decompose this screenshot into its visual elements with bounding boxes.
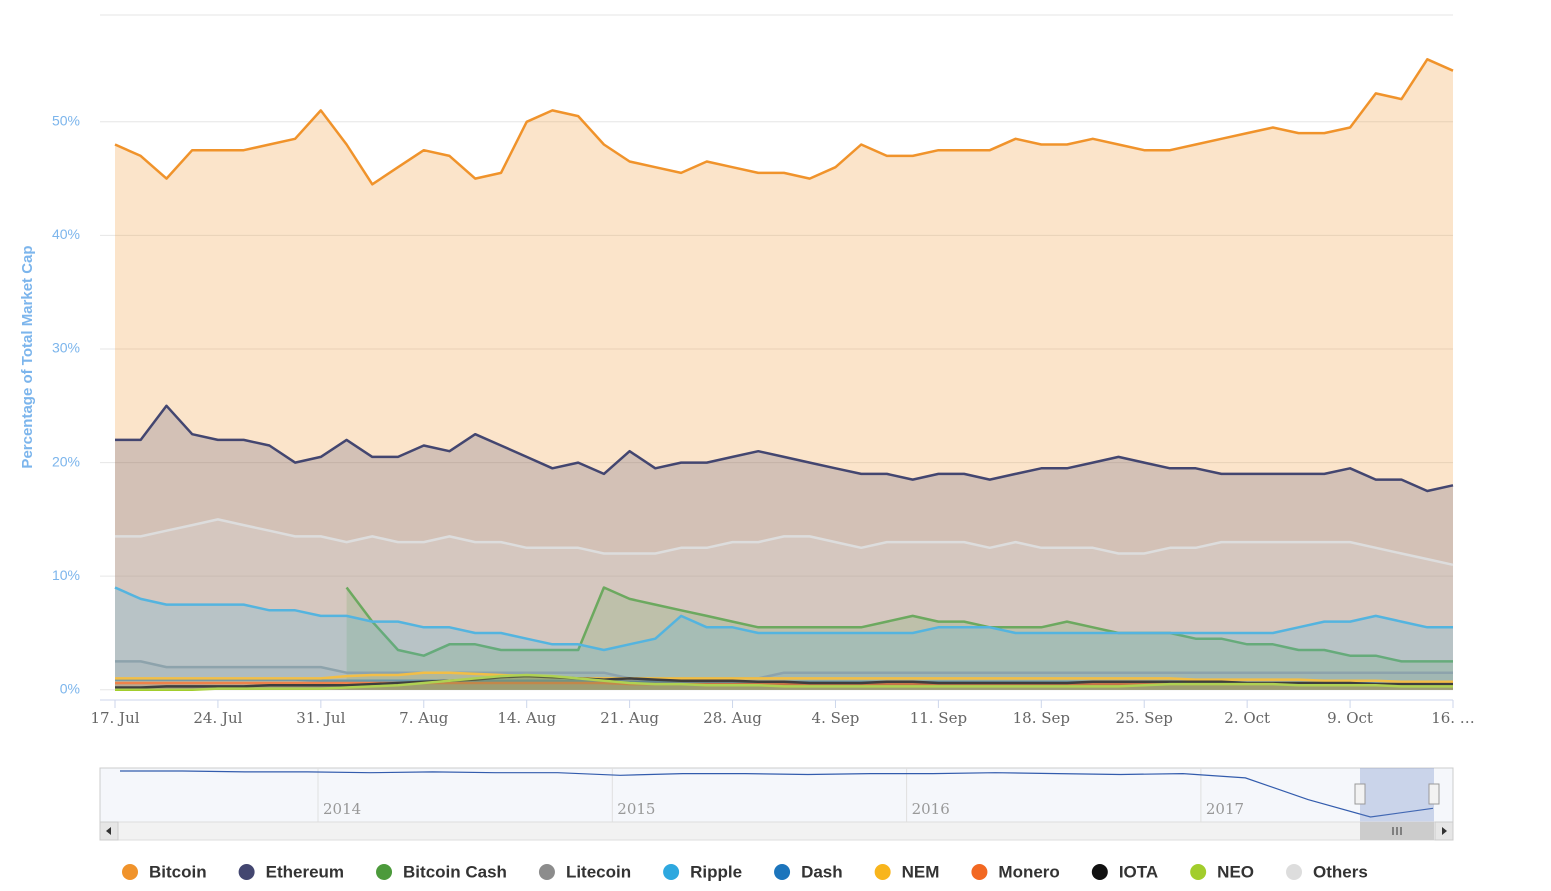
y-tick-label: 40% [52, 226, 80, 242]
y-tick-label: 30% [52, 340, 80, 356]
y-tick-label: 50% [52, 112, 80, 128]
legend-marker [238, 864, 255, 880]
legend-label[interactable]: IOTA [1119, 862, 1158, 881]
y-axis-title: Percentage of Total Market Cap [19, 245, 36, 468]
legend-marker [1091, 864, 1108, 880]
navigator-background [99, 767, 1454, 823]
x-tick-label: 14. Aug [497, 709, 556, 727]
arrow-icon [106, 827, 111, 835]
line [115, 673, 1453, 692]
x-tick-label: 31. Jul [296, 709, 345, 727]
area-fill [115, 519, 1453, 690]
x-tick-label: 25. Sep [1116, 709, 1173, 727]
legend-marker [1286, 864, 1303, 880]
line [114, 586, 1453, 652]
x-tick-label: 28. Aug [703, 709, 762, 727]
area-fill [115, 405, 1453, 690]
legend-label[interactable]: Bitcoin [149, 862, 207, 881]
line [345, 586, 1453, 663]
navigator-year-label: 2015 [617, 800, 655, 818]
line [115, 404, 1454, 493]
area-fill [115, 675, 1453, 690]
legend-label[interactable]: Ripple [690, 862, 742, 881]
y-tick-label: 20% [52, 453, 80, 469]
navigator-year-label: 2016 [912, 800, 950, 818]
x-tick-label: 7. Aug [399, 709, 449, 727]
x-tick-label: 24. Jul [193, 709, 242, 727]
navigator-handle[interactable] [1354, 783, 1366, 805]
legend-marker [122, 864, 138, 880]
legend-marker [774, 864, 791, 880]
legend-label[interactable]: Bitcoin Cash [403, 862, 507, 881]
line [114, 58, 1454, 186]
legend-marker [1190, 864, 1207, 880]
x-tick-label: 21. Aug [600, 709, 659, 727]
y-tick-label: 10% [52, 567, 80, 583]
x-tick-label: 17. Jul [90, 709, 139, 727]
x-tick-label: 16. … [1431, 709, 1475, 727]
legend-label[interactable]: Dash [801, 862, 843, 881]
legend-marker [971, 864, 988, 880]
legend-marker [663, 864, 680, 880]
legend-marker [376, 864, 393, 880]
legend-label[interactable]: Monero [998, 862, 1059, 881]
legend-marker [874, 864, 891, 880]
x-tick-label: 18. Sep [1013, 709, 1070, 727]
line [115, 671, 1453, 684]
x-tick-label: 2. Oct [1224, 709, 1270, 727]
x-tick-label: 11. Sep [910, 709, 967, 727]
scrollbar-track[interactable] [99, 821, 1454, 841]
navigator-line [120, 770, 1434, 818]
line [115, 660, 1453, 680]
x-tick-label: 4. Sep [812, 709, 860, 727]
area-fill [115, 587, 1453, 690]
area-fill [346, 587, 1454, 690]
area-fill [115, 59, 1453, 690]
legend-label[interactable]: Ethereum [266, 862, 344, 881]
navigator-year-label: 2017 [1206, 800, 1244, 818]
line [115, 674, 1453, 689]
scrollbar-grip [1392, 827, 1402, 835]
arrow-icon [1442, 827, 1447, 835]
x-tick-label: 9. Oct [1327, 709, 1373, 727]
legend-label[interactable]: Litecoin [566, 862, 631, 881]
navigator-handle[interactable] [1428, 783, 1440, 805]
legend-label[interactable]: NEM [902, 862, 940, 881]
line [115, 518, 1454, 567]
navigator-year-label: 2014 [323, 800, 361, 818]
legend-marker [538, 864, 555, 880]
legend-label[interactable]: Others [1313, 862, 1368, 881]
navigator-selection[interactable] [1360, 768, 1434, 822]
y-tick-label: 0% [60, 680, 80, 696]
legend-label[interactable]: NEO [1217, 862, 1254, 881]
